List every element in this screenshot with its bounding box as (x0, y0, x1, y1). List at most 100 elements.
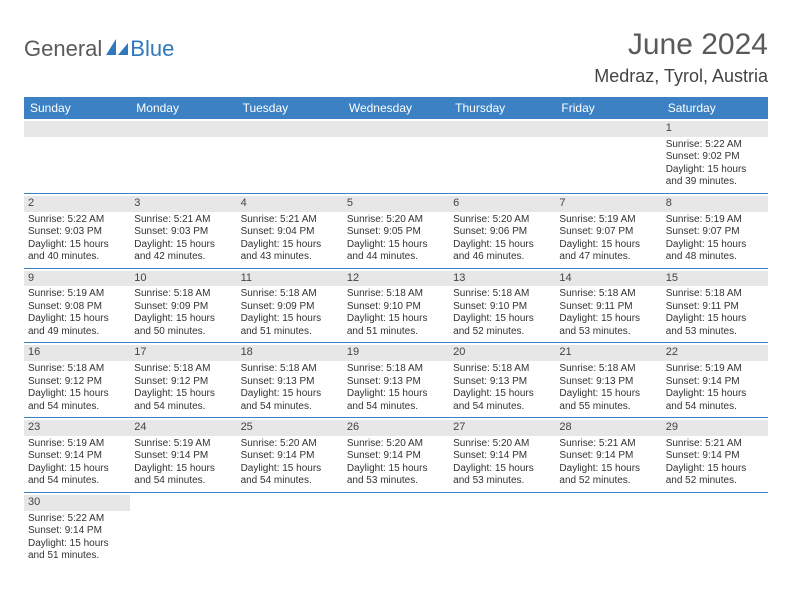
day-number: 15 (662, 271, 768, 287)
day-info-line: and 48 minutes. (666, 251, 764, 264)
day-number-empty (343, 121, 449, 137)
dow-cell: Sunday (24, 97, 130, 119)
day-cell-empty (449, 119, 555, 193)
day-info-line: Sunrise: 5:20 AM (347, 438, 445, 451)
day-info-line: Daylight: 15 hours (453, 388, 551, 401)
day-number: 28 (555, 420, 661, 436)
day-info-line: Daylight: 15 hours (347, 239, 445, 252)
day-info-line: Daylight: 15 hours (241, 239, 339, 252)
day-info-line: Daylight: 15 hours (347, 313, 445, 326)
day-info-line: Sunrise: 5:18 AM (559, 288, 657, 301)
day-info-line: Sunset: 9:13 PM (453, 376, 551, 389)
day-info-line: Sunrise: 5:21 AM (666, 438, 764, 451)
day-cell-empty (130, 119, 236, 193)
day-info-line: and 40 minutes. (28, 251, 126, 264)
day-info-line: Sunrise: 5:22 AM (28, 513, 126, 526)
day-cell-empty (343, 493, 449, 567)
brand-text-general: General (24, 36, 102, 62)
day-info-line: Sunset: 9:09 PM (241, 301, 339, 314)
day-info-line: and 51 minutes. (28, 550, 126, 563)
day-cell-empty (555, 119, 661, 193)
day-info-line: Sunset: 9:14 PM (559, 450, 657, 463)
day-info-line: and 54 minutes. (28, 475, 126, 488)
day-cell-empty (237, 493, 343, 567)
day-info-line: Sunrise: 5:20 AM (347, 214, 445, 227)
day-number: 21 (555, 345, 661, 361)
week-row: 16Sunrise: 5:18 AMSunset: 9:12 PMDayligh… (24, 343, 768, 418)
day-info-line: Sunset: 9:07 PM (666, 226, 764, 239)
day-cell: 1Sunrise: 5:22 AMSunset: 9:02 PMDaylight… (662, 119, 768, 193)
day-info-line: Sunset: 9:14 PM (28, 450, 126, 463)
calendar-table: SundayMondayTuesdayWednesdayThursdayFrid… (24, 97, 768, 567)
day-cell: 25Sunrise: 5:20 AMSunset: 9:14 PMDayligh… (237, 418, 343, 492)
day-info-line: Sunrise: 5:21 AM (559, 438, 657, 451)
day-number: 20 (449, 345, 555, 361)
day-cell: 3Sunrise: 5:21 AMSunset: 9:03 PMDaylight… (130, 194, 236, 268)
day-number-empty (449, 121, 555, 137)
day-cell: 10Sunrise: 5:18 AMSunset: 9:09 PMDayligh… (130, 269, 236, 343)
day-info-line: and 53 minutes. (453, 475, 551, 488)
day-info-line: Sunrise: 5:20 AM (453, 438, 551, 451)
day-info-line: Daylight: 15 hours (347, 388, 445, 401)
day-info-line: Daylight: 15 hours (241, 313, 339, 326)
day-info-line: Daylight: 15 hours (28, 538, 126, 551)
day-info-line: Sunrise: 5:19 AM (28, 288, 126, 301)
day-cell: 16Sunrise: 5:18 AMSunset: 9:12 PMDayligh… (24, 343, 130, 417)
header-row: General Blue June 2024 Medraz, Tyrol, Au… (24, 28, 768, 87)
day-number: 14 (555, 271, 661, 287)
week-row: 30Sunrise: 5:22 AMSunset: 9:14 PMDayligh… (24, 493, 768, 567)
day-info-line: Sunset: 9:14 PM (666, 450, 764, 463)
day-info-line: Sunrise: 5:18 AM (453, 363, 551, 376)
day-info-line: Daylight: 15 hours (559, 239, 657, 252)
day-cell: 17Sunrise: 5:18 AMSunset: 9:12 PMDayligh… (130, 343, 236, 417)
day-info-line: Sunrise: 5:19 AM (666, 363, 764, 376)
day-info-line: and 39 minutes. (666, 176, 764, 189)
day-cell: 2Sunrise: 5:22 AMSunset: 9:03 PMDaylight… (24, 194, 130, 268)
day-cell: 13Sunrise: 5:18 AMSunset: 9:10 PMDayligh… (449, 269, 555, 343)
week-row: 1Sunrise: 5:22 AMSunset: 9:02 PMDaylight… (24, 119, 768, 194)
day-info-line: Daylight: 15 hours (666, 388, 764, 401)
day-info-line: Sunset: 9:11 PM (666, 301, 764, 314)
day-info-line: Sunset: 9:13 PM (347, 376, 445, 389)
day-info-line: Daylight: 15 hours (28, 388, 126, 401)
day-number: 3 (130, 196, 236, 212)
day-cell: 4Sunrise: 5:21 AMSunset: 9:04 PMDaylight… (237, 194, 343, 268)
day-info-line: Sunset: 9:03 PM (28, 226, 126, 239)
day-cell-empty (343, 119, 449, 193)
day-cell-empty (24, 119, 130, 193)
day-info-line: Sunset: 9:14 PM (666, 376, 764, 389)
day-number-empty (555, 121, 661, 137)
day-info-line: Sunset: 9:12 PM (134, 376, 232, 389)
day-number: 9 (24, 271, 130, 287)
day-cell: 14Sunrise: 5:18 AMSunset: 9:11 PMDayligh… (555, 269, 661, 343)
day-cell: 28Sunrise: 5:21 AMSunset: 9:14 PMDayligh… (555, 418, 661, 492)
day-number: 13 (449, 271, 555, 287)
day-info-line: and 54 minutes. (241, 475, 339, 488)
day-info-line: Daylight: 15 hours (666, 463, 764, 476)
day-cell: 11Sunrise: 5:18 AMSunset: 9:09 PMDayligh… (237, 269, 343, 343)
day-info-line: Sunset: 9:07 PM (559, 226, 657, 239)
day-cell: 9Sunrise: 5:19 AMSunset: 9:08 PMDaylight… (24, 269, 130, 343)
day-cell-empty (449, 493, 555, 567)
day-number: 16 (24, 345, 130, 361)
day-number-empty (130, 121, 236, 137)
day-info-line: Sunrise: 5:19 AM (134, 438, 232, 451)
day-info-line: and 43 minutes. (241, 251, 339, 264)
day-info-line: Daylight: 15 hours (28, 313, 126, 326)
week-row: 23Sunrise: 5:19 AMSunset: 9:14 PMDayligh… (24, 418, 768, 493)
day-info-line: Daylight: 15 hours (559, 388, 657, 401)
day-info-line: and 54 minutes. (28, 401, 126, 414)
day-info-line: and 51 minutes. (347, 326, 445, 339)
day-info-line: Daylight: 15 hours (453, 463, 551, 476)
day-number: 8 (662, 196, 768, 212)
location-subtitle: Medraz, Tyrol, Austria (594, 66, 768, 87)
day-info-line: and 53 minutes. (666, 326, 764, 339)
day-cell: 27Sunrise: 5:20 AMSunset: 9:14 PMDayligh… (449, 418, 555, 492)
day-cell: 6Sunrise: 5:20 AMSunset: 9:06 PMDaylight… (449, 194, 555, 268)
day-info-line: Sunset: 9:12 PM (28, 376, 126, 389)
brand-text-blue: Blue (130, 36, 174, 62)
day-info-line: Sunset: 9:09 PM (134, 301, 232, 314)
day-number: 17 (130, 345, 236, 361)
dow-cell: Saturday (662, 97, 768, 119)
day-info-line: Sunrise: 5:20 AM (453, 214, 551, 227)
